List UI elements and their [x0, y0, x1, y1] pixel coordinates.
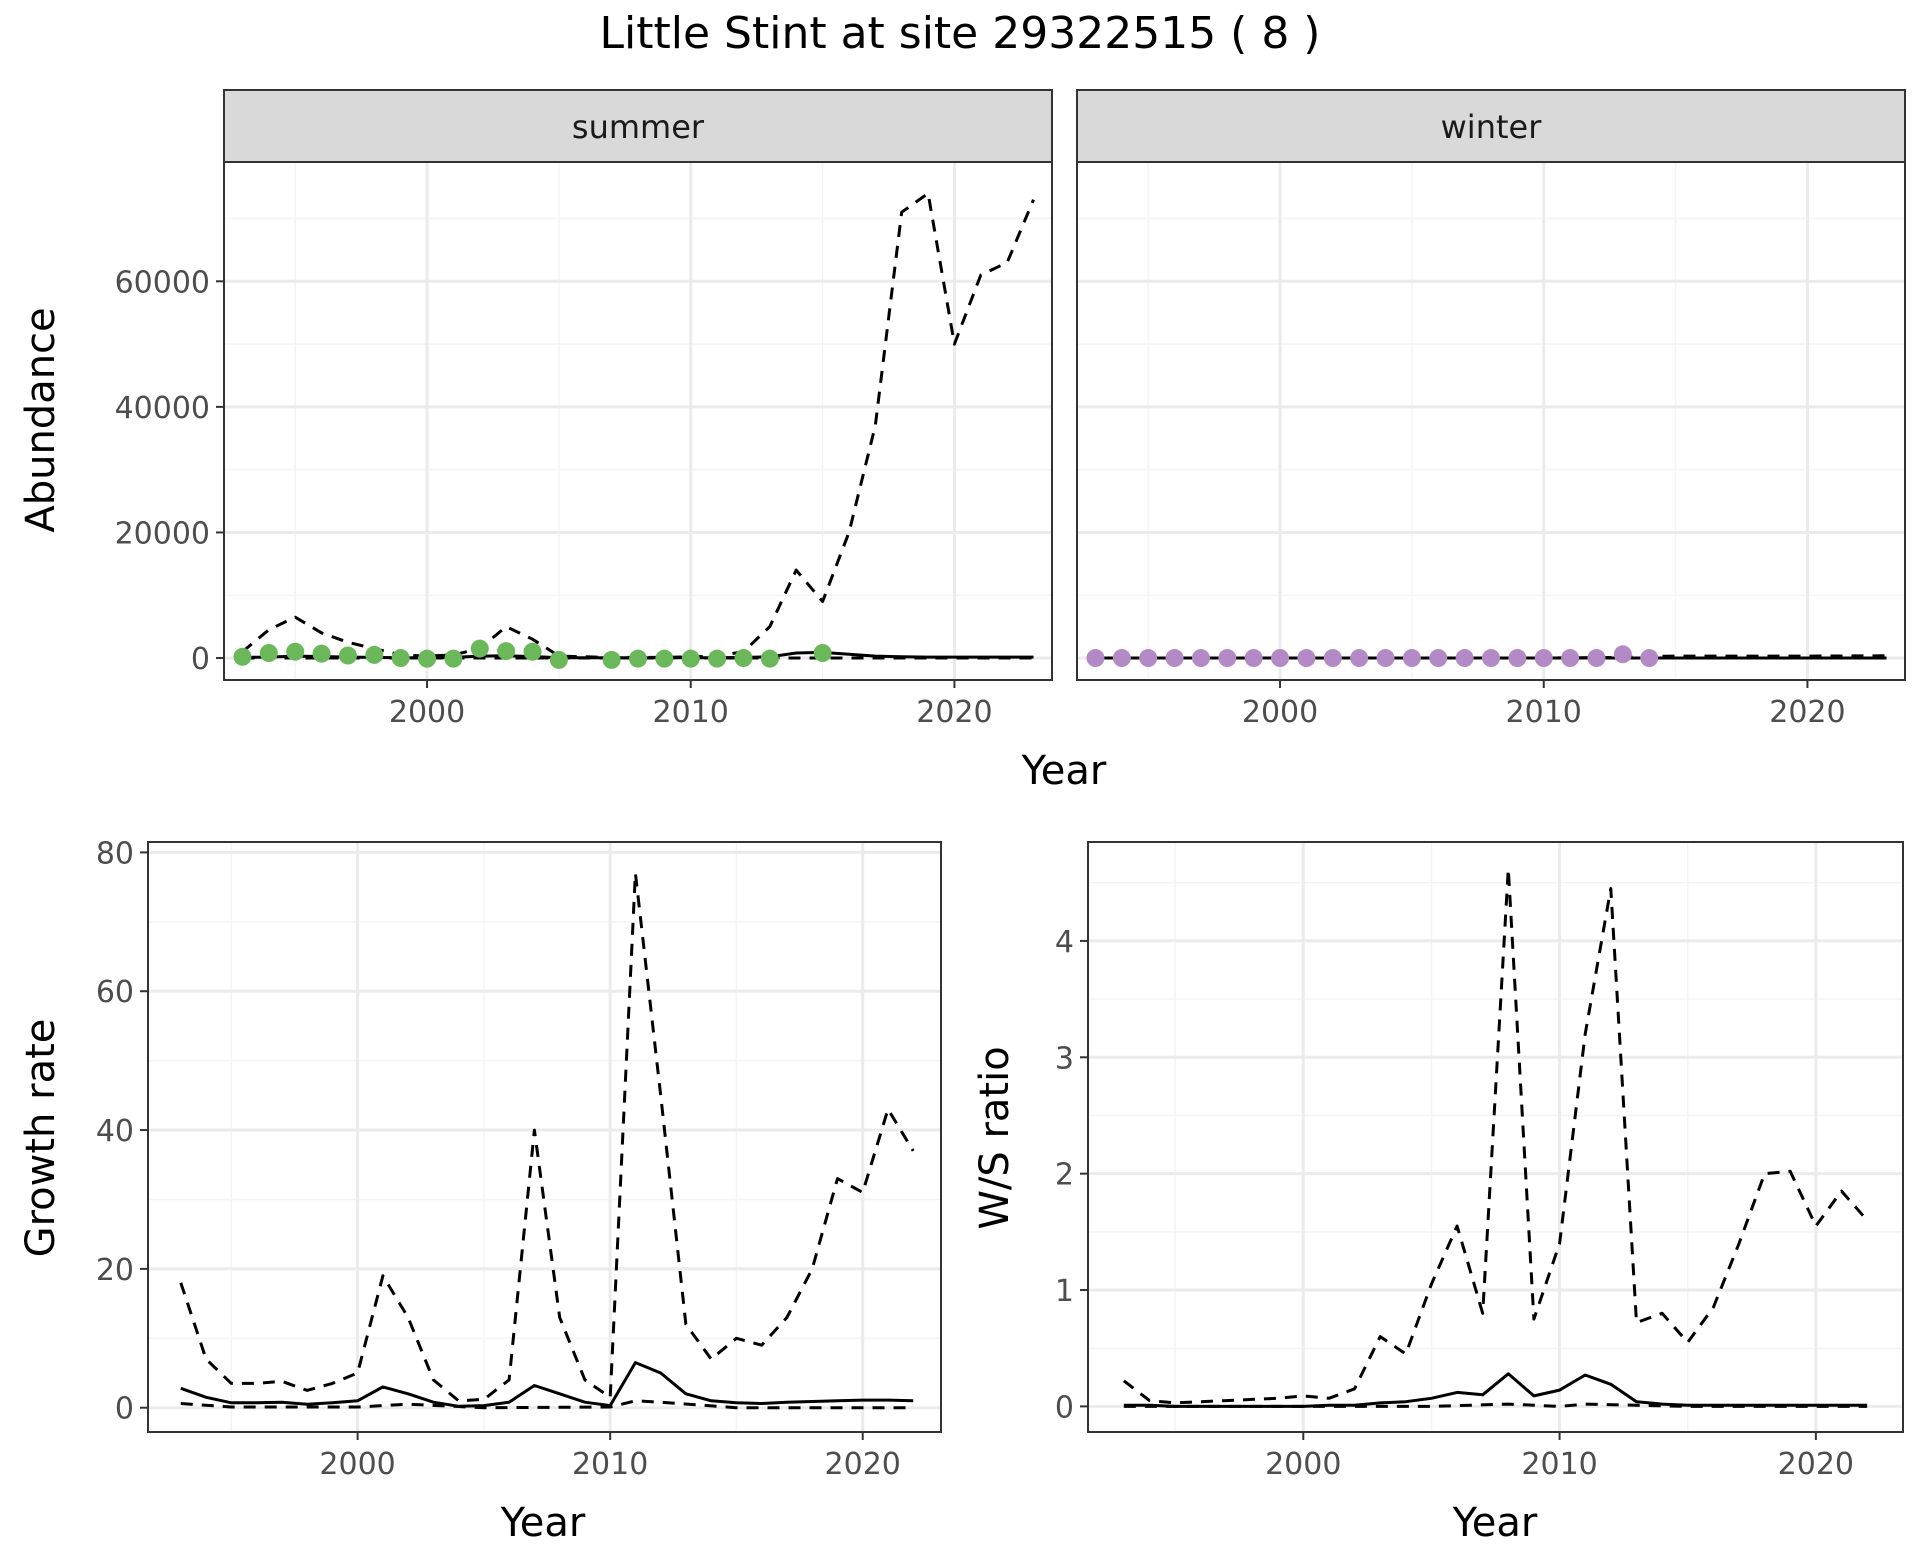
x-axis-label-growth: Year — [500, 1500, 586, 1546]
data-point — [1350, 649, 1369, 668]
data-point — [1139, 649, 1158, 668]
data-point — [734, 649, 753, 668]
strip-summer — [223, 89, 1053, 163]
data-point — [286, 642, 305, 661]
data-point — [1191, 649, 1210, 668]
y-axis-label-ws: W/S ratio — [972, 1046, 1018, 1229]
data-point — [1640, 649, 1659, 668]
strip-winter-label: winter — [1441, 108, 1543, 146]
y-tick-label: 2 — [1055, 1158, 1074, 1193]
data-point — [1455, 649, 1474, 668]
y-tick-label: 0 — [191, 642, 210, 677]
data-point — [1587, 649, 1606, 668]
strip-winter — [1076, 89, 1906, 163]
y-tick-label: 3 — [1055, 1041, 1074, 1076]
data-point — [365, 645, 384, 664]
data-point — [233, 647, 252, 666]
plot-winter: 2000 2010 2020 — [1076, 161, 1906, 730]
data-point — [1508, 649, 1527, 668]
y-tick-label: 60 — [96, 975, 134, 1010]
x-tick-label: 2020 — [1778, 1447, 1854, 1482]
data-point — [1402, 649, 1421, 668]
y-tick-label: 1 — [1055, 1274, 1074, 1309]
data-point — [1482, 649, 1500, 668]
panel-border — [1076, 161, 1906, 681]
y-tick-label: 20 — [96, 1253, 134, 1288]
plot-growth: 2000 2010 2020 0 20 40 60 80 — [96, 836, 942, 1482]
data-point — [681, 649, 700, 668]
x-tick-label: 2020 — [916, 695, 992, 730]
data-point — [1297, 649, 1316, 668]
panel-border — [223, 161, 1053, 681]
data-point — [629, 649, 647, 668]
plot-ws: 2000 2010 2020 0 1 2 3 4 — [1055, 841, 1904, 1482]
y-tick-label: 60000 — [115, 265, 210, 300]
data-point — [655, 649, 674, 668]
y-tick-label: 40 — [96, 1114, 134, 1149]
series-line-dashed-2 — [180, 1399, 914, 1410]
data-point — [444, 649, 463, 668]
panel-winter: winter — [1076, 89, 1906, 163]
y-axis-label-abundance: Abundance — [18, 307, 64, 532]
plot-background — [1077, 162, 1905, 680]
data-point — [1376, 649, 1395, 668]
data-point — [708, 649, 727, 668]
y-tick-label: 0 — [1055, 1390, 1074, 1425]
data-point — [1086, 649, 1105, 668]
data-point — [1218, 649, 1237, 668]
data-point — [1244, 649, 1263, 668]
panel-border — [147, 841, 942, 1433]
x-tick-label: 2020 — [825, 1447, 901, 1482]
y-tick-label: 40000 — [115, 391, 210, 426]
data-point — [1323, 649, 1342, 668]
x-tick-label: 2000 — [1242, 695, 1318, 730]
data-point — [391, 649, 410, 668]
series-line-solid-1 — [180, 1361, 914, 1408]
y-tick-label: 80 — [96, 836, 134, 871]
y-tick-label: 0 — [115, 1392, 134, 1427]
data-point — [1165, 649, 1184, 668]
plot-summer: 2000 2010 2020 0 20000 40000 60000 — [115, 161, 1053, 730]
panel-summer: summer — [223, 89, 1053, 163]
data-point — [1112, 649, 1131, 668]
data-point — [1534, 649, 1553, 668]
data-point — [523, 642, 542, 661]
data-point — [602, 650, 621, 669]
x-tick-label: 2000 — [389, 695, 465, 730]
data-point — [1271, 649, 1290, 668]
data-point — [418, 649, 437, 668]
data-point — [470, 639, 489, 658]
data-point — [549, 650, 568, 669]
y-axis-label-growth: Growth rate — [18, 1019, 64, 1258]
data-point — [312, 644, 331, 663]
data-point — [1429, 649, 1448, 668]
data-point — [497, 642, 516, 661]
series-line-dashed-0 — [1122, 867, 1869, 1405]
y-tick-label: 4 — [1055, 925, 1074, 960]
x-axis-label-ws: Year — [1452, 1500, 1538, 1546]
plot-background — [224, 162, 1052, 680]
x-tick-label: 2010 — [1506, 695, 1582, 730]
x-tick-label: 2010 — [653, 695, 729, 730]
strip-summer-label: summer — [572, 108, 705, 146]
x-tick-label: 2010 — [1521, 1447, 1597, 1482]
plot-background — [148, 842, 941, 1432]
x-axis-label-top: Year — [1021, 748, 1107, 794]
x-tick-label: 2000 — [1265, 1447, 1341, 1482]
figure-title: Little Stint at site 29322515 ( 8 ) — [600, 8, 1321, 59]
panel-border — [1087, 841, 1904, 1433]
data-point — [338, 646, 357, 665]
y-tick-label: 20000 — [115, 516, 210, 551]
x-tick-label: 2000 — [319, 1447, 395, 1482]
x-tick-label: 2010 — [572, 1447, 648, 1482]
plot-background — [1088, 842, 1903, 1432]
data-point — [1613, 645, 1632, 664]
data-point — [259, 644, 278, 663]
data-point — [760, 649, 779, 668]
x-tick-label: 2020 — [1769, 695, 1845, 730]
data-point — [1561, 649, 1580, 668]
data-point — [813, 644, 832, 663]
